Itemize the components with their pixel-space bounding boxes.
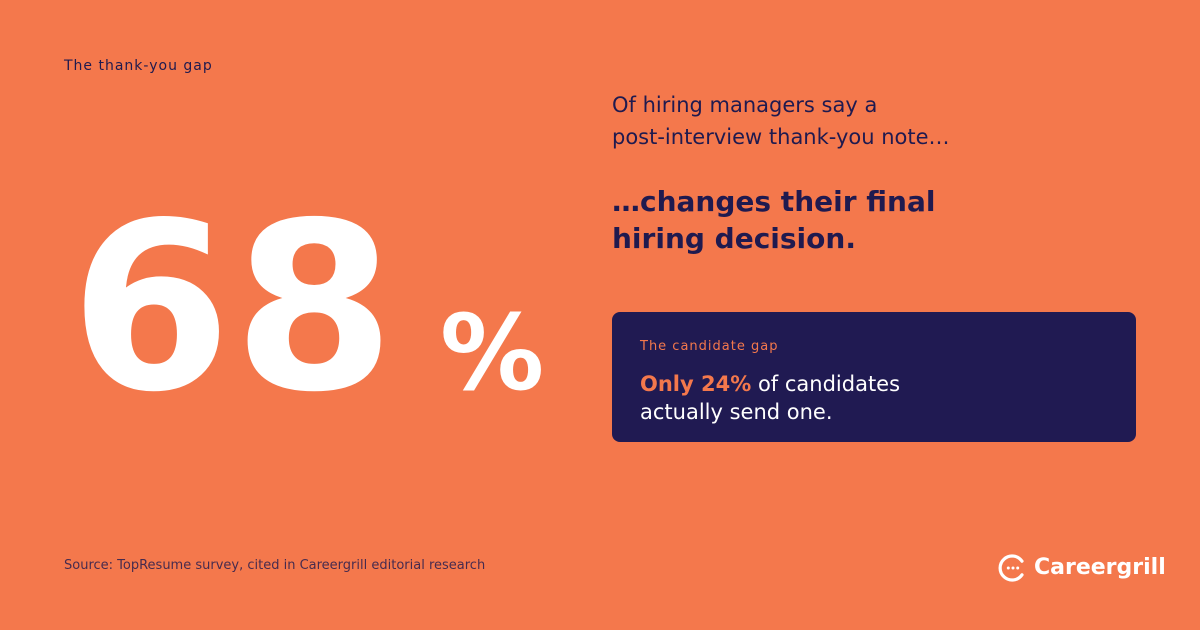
candidate-gap-line-2: actually send one. (640, 400, 833, 424)
punchline-line-1: …changes their final (612, 185, 936, 218)
punchline-line-2: hiring decision. (612, 222, 856, 255)
brand-name: Careergrill (1034, 555, 1166, 580)
lead-text: Of hiring managers say a post-interview … (612, 89, 1092, 153)
chat-bubble-icon (998, 553, 1028, 583)
candidate-gap-rest: of candidates (751, 372, 901, 396)
eyebrow-label: The thank-you gap (64, 58, 213, 74)
lead-line-2: post-interview thank-you note… (612, 125, 950, 149)
candidate-gap-highlight: Only 24% (640, 372, 752, 396)
brand-logo: Careergrill (998, 553, 1166, 583)
source-caption: Source: TopResume survey, cited in Caree… (64, 558, 486, 573)
candidate-gap-text: Only 24% of candidates actually send one… (640, 370, 1100, 426)
candidate-gap-card: The candidate gap Only 24% of candidates… (612, 312, 1136, 442)
candidate-gap-line-1: Only 24% of candidates (640, 370, 1100, 398)
lead-line-1: Of hiring managers say a (612, 93, 878, 117)
punchline-text: …changes their final hiring decision. (612, 183, 1112, 257)
candidate-gap-label: The candidate gap (640, 339, 779, 354)
stat-number: 68 (70, 173, 397, 443)
stat-unit: % (440, 292, 545, 414)
